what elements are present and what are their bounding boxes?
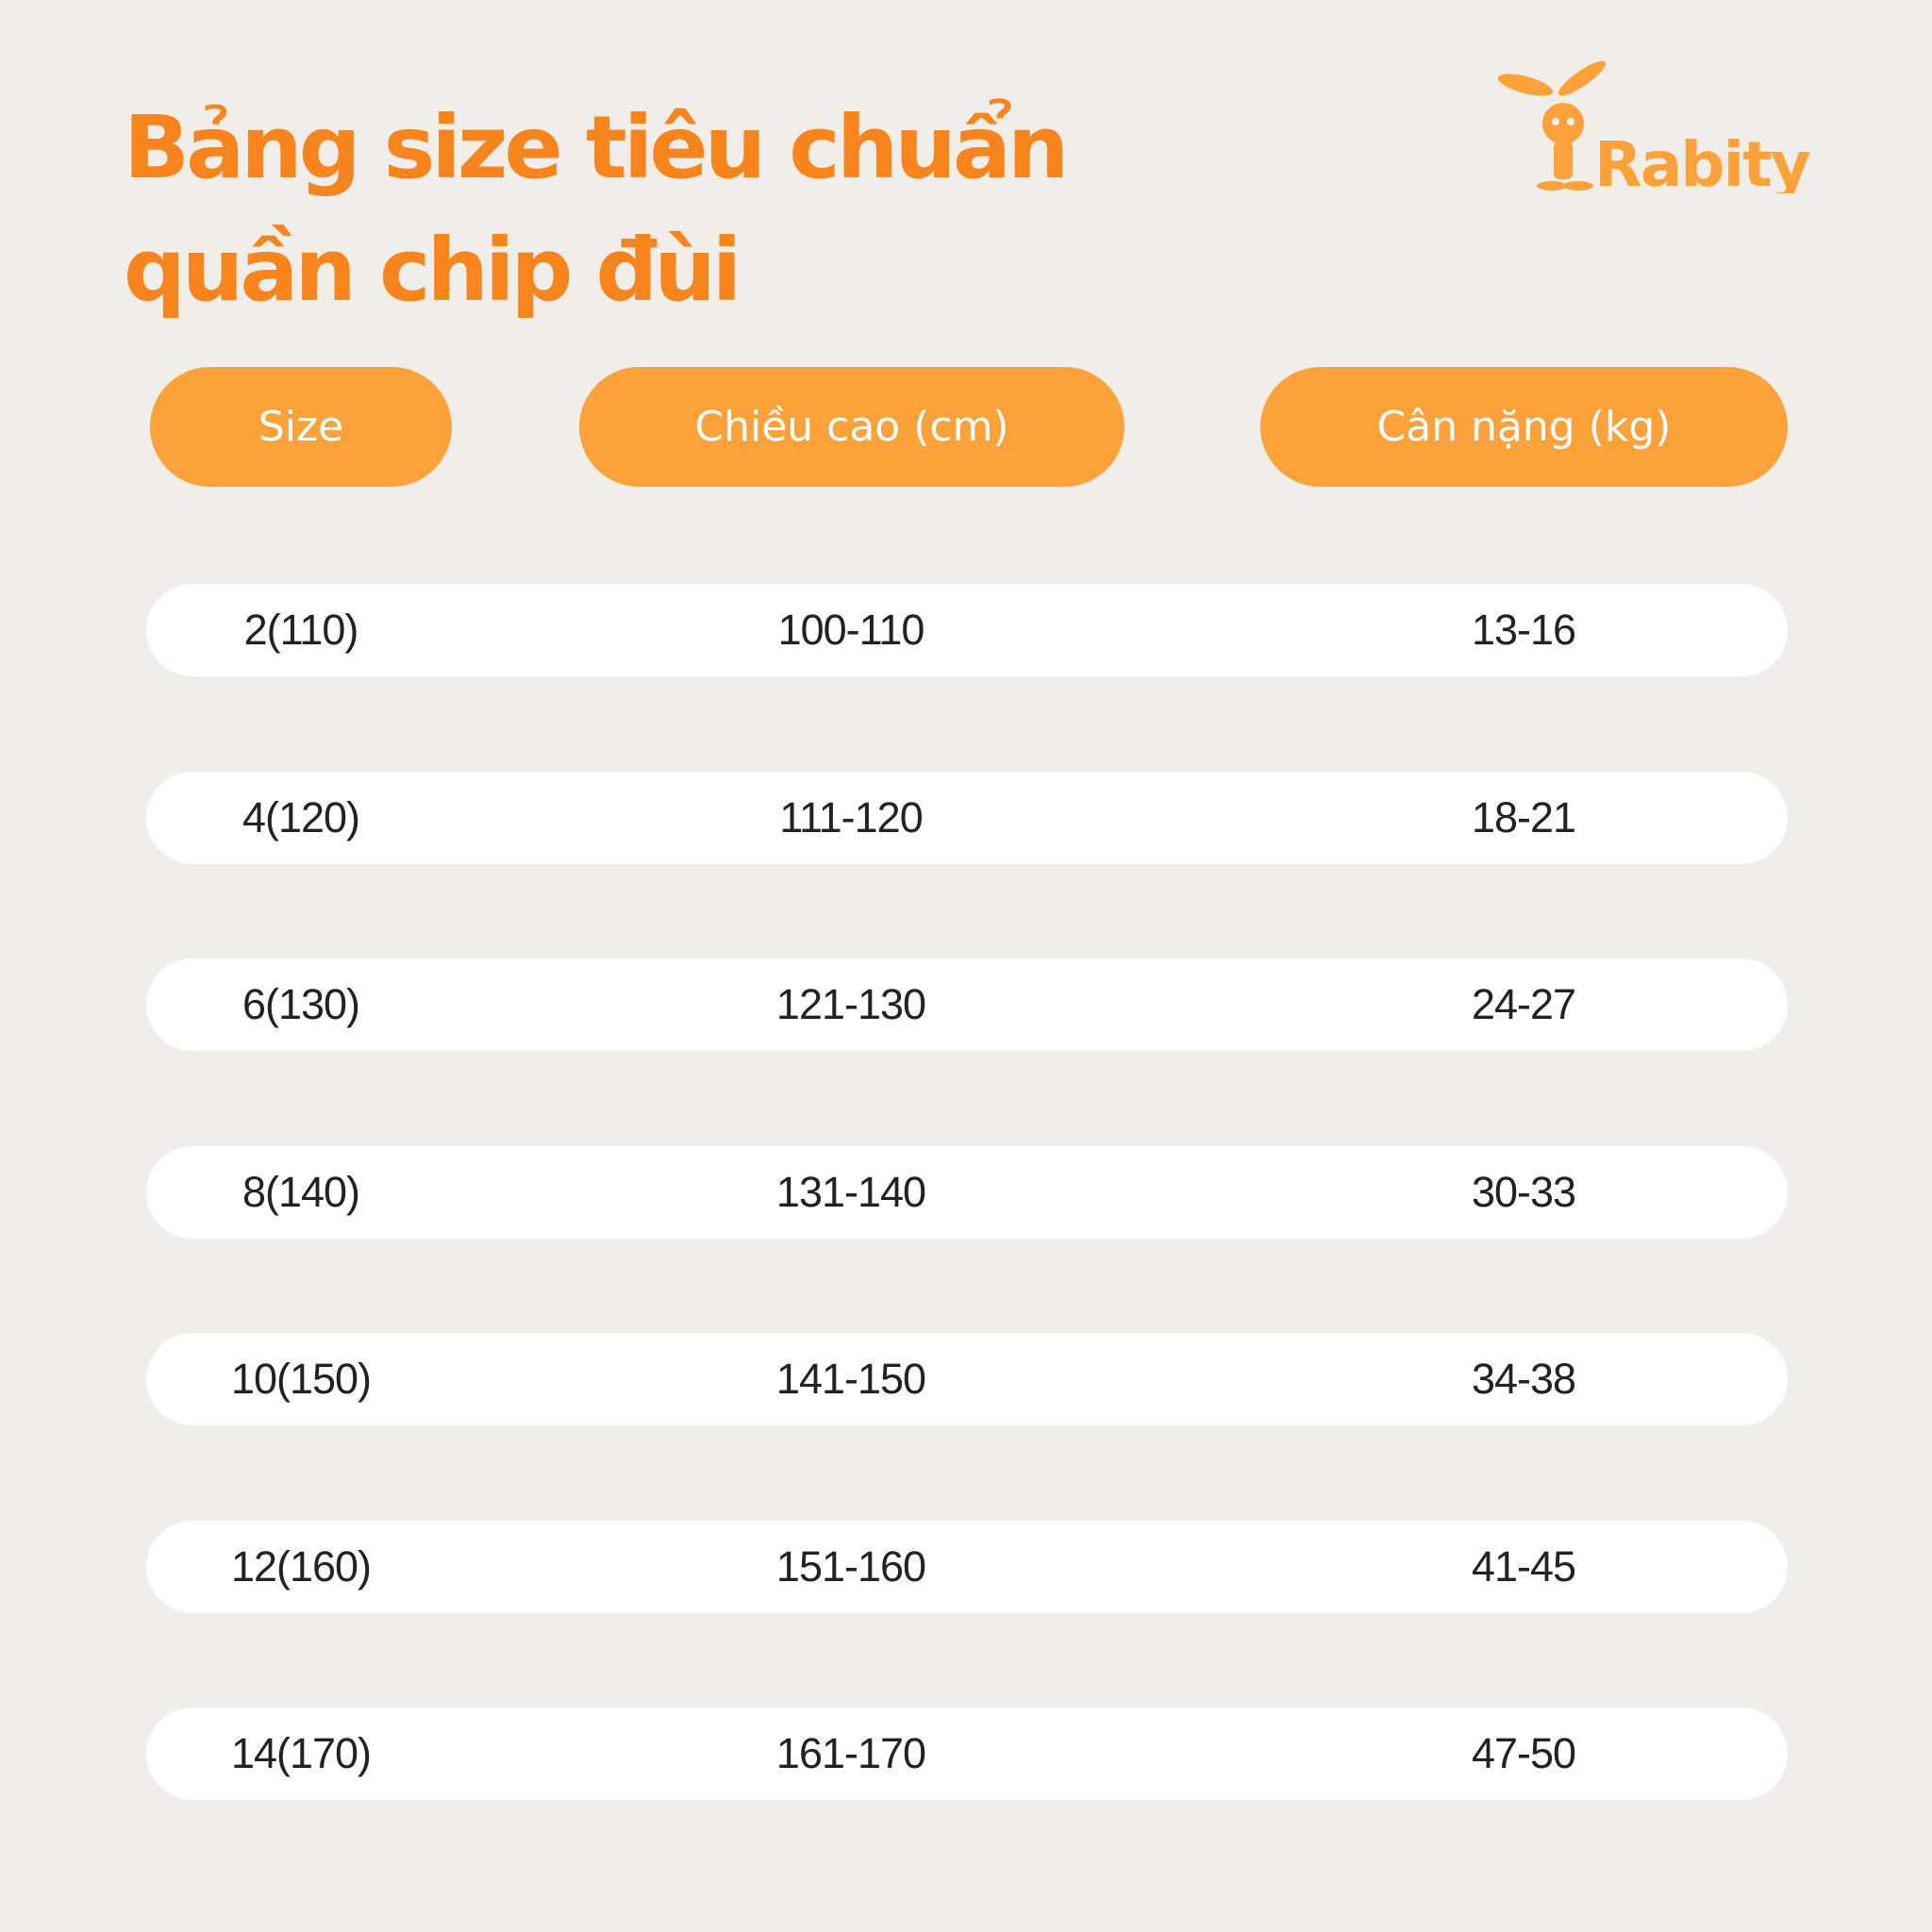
table-row: 6(130) 121-130 24-27 (146, 958, 1788, 1051)
weight-cell: 30-33 (1471, 1168, 1576, 1216)
size-cell: 14(170) (230, 1729, 372, 1777)
height-cell: 161-170 (775, 1729, 926, 1777)
weight-cell: 18-21 (1471, 793, 1576, 841)
size-cell: 12(160) (230, 1542, 372, 1591)
size-cell: 6(130) (242, 980, 360, 1028)
weight-cell: 13-16 (1471, 606, 1576, 654)
size-cell: 10(150) (230, 1355, 372, 1403)
logo-text: Rabity (1594, 128, 1810, 193)
size-cell: 8(140) (242, 1168, 360, 1216)
height-cell: 111-120 (779, 793, 923, 841)
title-line-1: Bảng size tiêu chuẩn (124, 97, 1069, 198)
table-row: 10(150) 141-150 34-38 (146, 1333, 1788, 1425)
weight-cell: 24-27 (1471, 980, 1576, 1028)
height-cell: 121-130 (775, 980, 926, 1028)
table-row: 4(120) 111-120 18-21 (146, 772, 1788, 864)
rabity-logo: Rabity (1497, 60, 1812, 193)
weight-cell: 34-38 (1471, 1355, 1576, 1403)
height-cell: 141-150 (775, 1355, 926, 1403)
rabbit-mascot-icon (1497, 60, 1606, 191)
table-row: 2(110) 100-110 13-16 (146, 584, 1788, 676)
height-cell: 151-160 (775, 1542, 926, 1591)
table-row: 8(140) 131-140 30-33 (146, 1146, 1788, 1239)
header-size: Size (150, 367, 452, 487)
table-row: 14(170) 161-170 47-50 (146, 1707, 1788, 1800)
weight-cell: 47-50 (1471, 1729, 1576, 1777)
header-weight: Cân nặng (kg) (1260, 367, 1788, 487)
size-cell: 4(120) (242, 793, 360, 841)
page-title: Bảng size tiêu chuẩn quần chip đùi (124, 87, 1069, 332)
title-line-2: quần chip đùi (124, 220, 741, 321)
header-height: Chiều cao (cm) (579, 367, 1124, 487)
height-cell: 100-110 (777, 606, 925, 654)
table-row: 12(160) 151-160 41-45 (146, 1521, 1788, 1613)
weight-cell: 41-45 (1471, 1542, 1576, 1591)
height-cell: 131-140 (775, 1168, 926, 1216)
size-cell: 2(110) (243, 606, 359, 654)
